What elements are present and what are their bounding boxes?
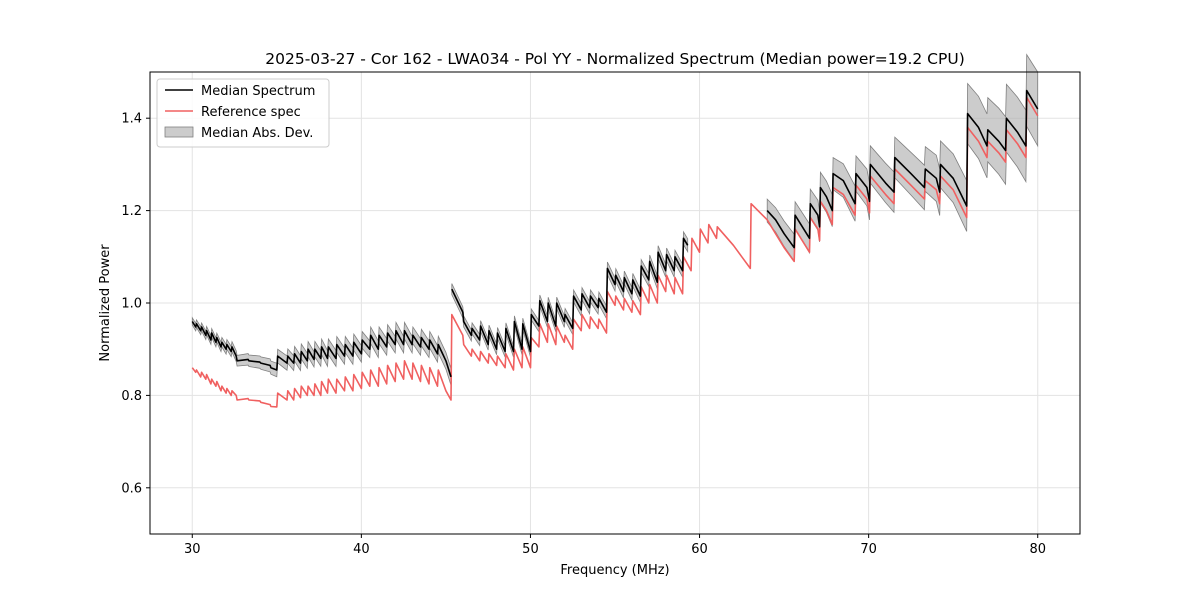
chart-title: 2025-03-27 - Cor 162 - LWA034 - Pol YY -… (265, 50, 965, 68)
y-tick-label: 0.8 (121, 389, 142, 404)
y-tick-label: 1.4 (121, 112, 142, 127)
y-axis-label: Normalized Power (98, 244, 113, 362)
mad-band-segment (766, 53, 1039, 263)
x-tick-label: 40 (353, 542, 370, 557)
legend-mad-label: Median Abs. Dev. (201, 126, 313, 141)
median-spectrum-line (191, 321, 452, 378)
median-spectrum-line (451, 237, 689, 353)
x-axis: 30 40 50 60 70 80 (184, 534, 1046, 557)
y-tick-label: 1.2 (121, 204, 142, 219)
x-tick-label: 70 (860, 542, 877, 557)
y-tick-label: 0.6 (121, 481, 142, 496)
x-tick-label: 80 (1029, 542, 1046, 557)
mad-band-segment (451, 230, 689, 358)
legend: Median Spectrum Reference spec Median Ab… (156, 78, 330, 148)
x-tick-label: 30 (184, 542, 201, 557)
y-tick-label: 1.0 (121, 297, 142, 312)
x-tick-label: 50 (522, 542, 539, 557)
series-layer (191, 89, 1039, 408)
x-tick-label: 60 (691, 542, 708, 557)
reference-spec-line (191, 96, 1039, 408)
legend-median-label: Median Spectrum (201, 84, 315, 99)
legend-box (156, 78, 330, 148)
y-axis: 0.6 0.8 1.0 1.2 1.4 (121, 112, 150, 496)
median-spectrum-line (766, 89, 1039, 249)
legend-mad-swatch (164, 126, 194, 138)
x-axis-label: Frequency (MHz) (560, 563, 669, 578)
legend-reference-label: Reference spec (201, 105, 301, 120)
